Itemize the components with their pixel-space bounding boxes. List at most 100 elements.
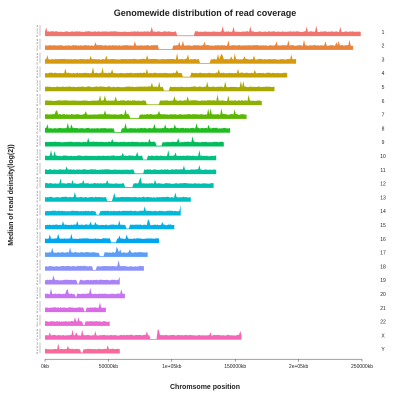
track-y-tick-label: 1 <box>37 196 39 200</box>
track-y-tick-label: 3 <box>37 24 39 28</box>
x-axis-label: Chromsome position <box>170 384 240 391</box>
chromosome-label: 22 <box>380 320 386 326</box>
track-y-tick-label: 1 <box>37 127 39 131</box>
track-y-tick-label: 3 <box>37 204 39 208</box>
chromosome-label: 15 <box>380 223 386 229</box>
chromosome-label: 5 <box>382 85 385 91</box>
chromosome-label: 6 <box>382 99 385 105</box>
coverage-area <box>45 204 181 216</box>
chromosome-label: 3 <box>382 57 385 63</box>
track-y-tick-label: 1 <box>37 307 39 311</box>
chromosome-label: 1 <box>382 30 385 36</box>
coverage-area <box>45 136 224 147</box>
track-y-tick-label: 2 <box>37 152 39 156</box>
track-y-tick-label: 1 <box>37 348 39 352</box>
chromosome-label: 16 <box>380 237 386 243</box>
coverage-area <box>45 39 354 50</box>
x-tick-label: 0kb <box>41 364 49 370</box>
coverage-area <box>45 317 110 326</box>
track-y-tick-label: 1 <box>37 279 39 283</box>
track-y-tick-label: 2 <box>37 207 39 211</box>
track-y-tick-label: 1 <box>37 100 39 104</box>
coverage-area <box>45 260 144 271</box>
track-y-tick-label: 3 <box>37 190 39 194</box>
track-y-tick-label: 0 <box>37 241 39 245</box>
track-y-tick-label: 2 <box>37 276 39 280</box>
track-y-tick-label: 0 <box>37 130 39 134</box>
x-tick-label: 1e+05kb <box>162 364 182 370</box>
track-y-tick-label: 0 <box>37 213 39 217</box>
track-y-tick-label: 1 <box>37 58 39 62</box>
track-y-tick-label: 2 <box>37 124 39 128</box>
chromosome-label: 8 <box>382 126 385 132</box>
track-y-tick-label: 1 <box>37 320 39 324</box>
chromosome-label: 7 <box>382 113 385 119</box>
track-y-tick-label: 0 <box>37 117 39 121</box>
track-y-tick-label: 0 <box>37 324 39 328</box>
track-y-tick-label: 2 <box>37 248 39 252</box>
coverage-area <box>45 67 288 78</box>
track-y-tick-label: 0 <box>37 310 39 314</box>
chromosome-label: X <box>381 333 385 339</box>
coverage-area <box>45 165 217 174</box>
track-y-tick-label: 3 <box>37 66 39 70</box>
track-y-tick-label: 0 <box>37 186 39 190</box>
coverage-area <box>45 219 175 229</box>
track-y-tick-label: 3 <box>37 52 39 56</box>
track-y-tick-label: 2 <box>37 27 39 31</box>
coverage-area <box>45 81 275 91</box>
y-axis-label: Median of read deinsity(log(2)) <box>8 144 15 246</box>
track-y-tick-label: 2 <box>37 303 39 307</box>
track-y-tick-label: 2 <box>37 234 39 238</box>
x-axis: 0kb 50000kb 1e+05kb 150000kb 2e+05kb 250000kb <box>41 358 373 370</box>
track-y-tick-label: 1 <box>37 224 39 228</box>
coverage-area <box>45 122 231 133</box>
track-y-tick-label: 0 <box>37 158 39 162</box>
track-y-tick-label: 2 <box>37 165 39 169</box>
track-y-tick-label: 0 <box>37 282 39 286</box>
track-y-tick-label: 3 <box>37 259 39 263</box>
track-y-tick-label: 3 <box>37 148 39 152</box>
chromosome-label: 10 <box>380 154 386 160</box>
track-y-tick-label: 3 <box>37 342 39 346</box>
track-y-tick-label: 1 <box>37 265 39 269</box>
chromosome-label: 18 <box>380 264 386 270</box>
track-y-tick-label: 1 <box>37 293 39 297</box>
x-tick-label: 2e+05kb <box>289 364 309 370</box>
track-y-tick-label: 0 <box>37 89 39 93</box>
track-y-tick-label: 2 <box>37 193 39 197</box>
chromosome-label: 21 <box>380 306 386 312</box>
track-y-tick-label: 1 <box>37 44 39 48</box>
track-y-tick-label: 3 <box>37 79 39 83</box>
track-y-tick-label: 3 <box>37 300 39 304</box>
track-y-tick-label: 0 <box>37 227 39 231</box>
track-y-tick-label: 3 <box>37 176 39 180</box>
track-y-tick-label: 3 <box>37 121 39 125</box>
coverage-area <box>45 192 191 202</box>
track-y-tick-label: 3 <box>37 231 39 235</box>
coverage-area <box>45 53 297 64</box>
